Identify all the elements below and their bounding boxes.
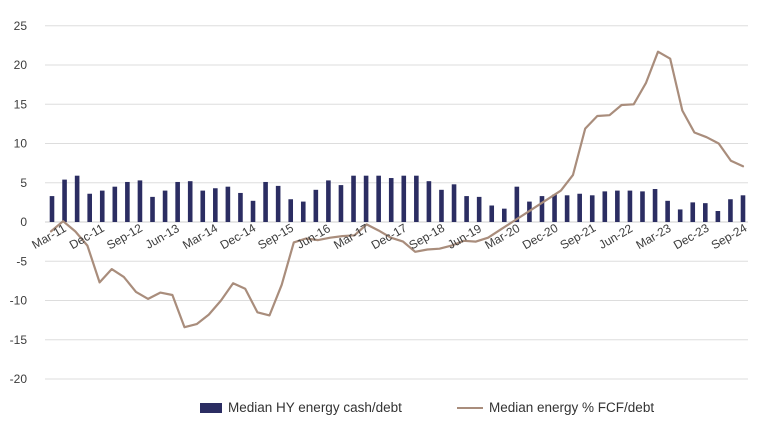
- bar: [351, 175, 356, 222]
- bar: [740, 195, 746, 222]
- x-axis-ticks: Mar-11Dec-11Sep-12Jun-13Mar-14Dec-14Sep-…: [29, 221, 749, 253]
- bar: [99, 190, 105, 222]
- bar: [414, 175, 419, 222]
- legend-swatch-bar: [200, 402, 222, 413]
- bar: [250, 200, 256, 223]
- x-tick-label: Mar-20: [482, 221, 522, 252]
- bar: [175, 181, 180, 222]
- bar: [401, 175, 407, 222]
- bar: [501, 208, 507, 222]
- y-tick-label: 5: [20, 176, 27, 190]
- y-tick-label: 25: [14, 19, 28, 33]
- bar: [388, 178, 394, 222]
- bar: [125, 181, 130, 222]
- bar: [451, 184, 457, 222]
- x-tick-label: Mar-11: [29, 221, 68, 252]
- bar: [464, 196, 469, 222]
- x-tick-label: Mar-14: [180, 221, 220, 252]
- bar: [263, 181, 268, 222]
- bar: [200, 190, 206, 222]
- legend-swatch-line: [457, 406, 483, 409]
- bar: [213, 188, 218, 222]
- bar: [426, 181, 432, 222]
- bar: [87, 193, 92, 222]
- bar: [326, 180, 331, 222]
- bar: [162, 190, 168, 222]
- legend-item-fcf-debt: Median energy % FCF/debt: [457, 400, 654, 415]
- x-tick-label: Mar-23: [633, 221, 673, 252]
- bar: [640, 191, 645, 222]
- bar: [615, 190, 620, 222]
- y-tick-label: -10: [10, 294, 28, 308]
- x-tick-label: Mar-17: [331, 221, 371, 252]
- x-tick-label: Jun-13: [143, 221, 182, 252]
- bar: [677, 209, 683, 222]
- bar: [49, 196, 55, 222]
- x-tick-label: Sep-12: [104, 221, 145, 253]
- y-tick-label: -5: [16, 254, 27, 268]
- bar: [539, 196, 545, 222]
- bar: [589, 195, 595, 222]
- x-tick-label: Dec-17: [369, 221, 410, 253]
- bar: [439, 189, 444, 222]
- y-tick-label: 0: [20, 215, 27, 229]
- bar: [376, 175, 381, 222]
- bar: [112, 186, 118, 222]
- y-tick-label: 15: [14, 97, 28, 111]
- bar: [602, 191, 608, 222]
- bar: [552, 194, 557, 222]
- x-tick-label: Sep-24: [709, 221, 750, 253]
- x-tick-label: Jun-19: [445, 221, 484, 252]
- bar: [703, 203, 708, 222]
- legend-label-cash-debt: Median HY energy cash/debt: [228, 400, 402, 415]
- bar: [74, 175, 80, 222]
- x-tick-label: Dec-14: [218, 221, 259, 253]
- bar: [652, 189, 658, 222]
- bar: [627, 190, 633, 222]
- bar: [564, 195, 570, 222]
- bar: [137, 180, 143, 222]
- bar: [363, 175, 369, 222]
- bar: [238, 192, 243, 222]
- x-tick-label: Dec-20: [520, 221, 561, 253]
- bar: [476, 196, 482, 222]
- bar: [489, 205, 495, 222]
- bar: [275, 185, 281, 222]
- fcf-debt-line: [49, 50, 745, 329]
- y-tick-label: -15: [10, 333, 28, 347]
- bar: [728, 199, 733, 222]
- x-tick-label: Sep-21: [558, 221, 599, 253]
- x-tick-label: Sep-15: [255, 221, 296, 253]
- y-tick-label: -20: [10, 372, 28, 386]
- bar: [690, 202, 696, 223]
- x-tick-label: Dec-23: [671, 221, 712, 253]
- legend-label-fcf-debt: Median energy % FCF/debt: [489, 400, 655, 415]
- bar: [514, 186, 520, 222]
- bar: [187, 181, 193, 222]
- bar: [577, 193, 582, 222]
- bar: [313, 189, 319, 222]
- bar: [665, 200, 670, 223]
- y-tick-label: 20: [14, 58, 28, 72]
- legend: Median HY energy cash/debt Median energy…: [0, 400, 776, 428]
- legend-item-cash-debt: Median HY energy cash/debt: [200, 400, 402, 415]
- x-tick-label: Jun-16: [294, 221, 333, 252]
- bar: [715, 211, 721, 222]
- bar: [300, 201, 306, 222]
- bar: [288, 199, 294, 222]
- x-tick-label: Jun-22: [596, 221, 635, 252]
- bar: [62, 179, 67, 222]
- bar: [338, 185, 344, 222]
- bar: [150, 196, 155, 222]
- bar: [225, 186, 231, 222]
- y-axis-ticks: 25 20 15 10 5 0 -5 -10 -15 -20: [10, 19, 28, 386]
- y-tick-label: 10: [14, 137, 28, 151]
- line-series: [49, 50, 745, 329]
